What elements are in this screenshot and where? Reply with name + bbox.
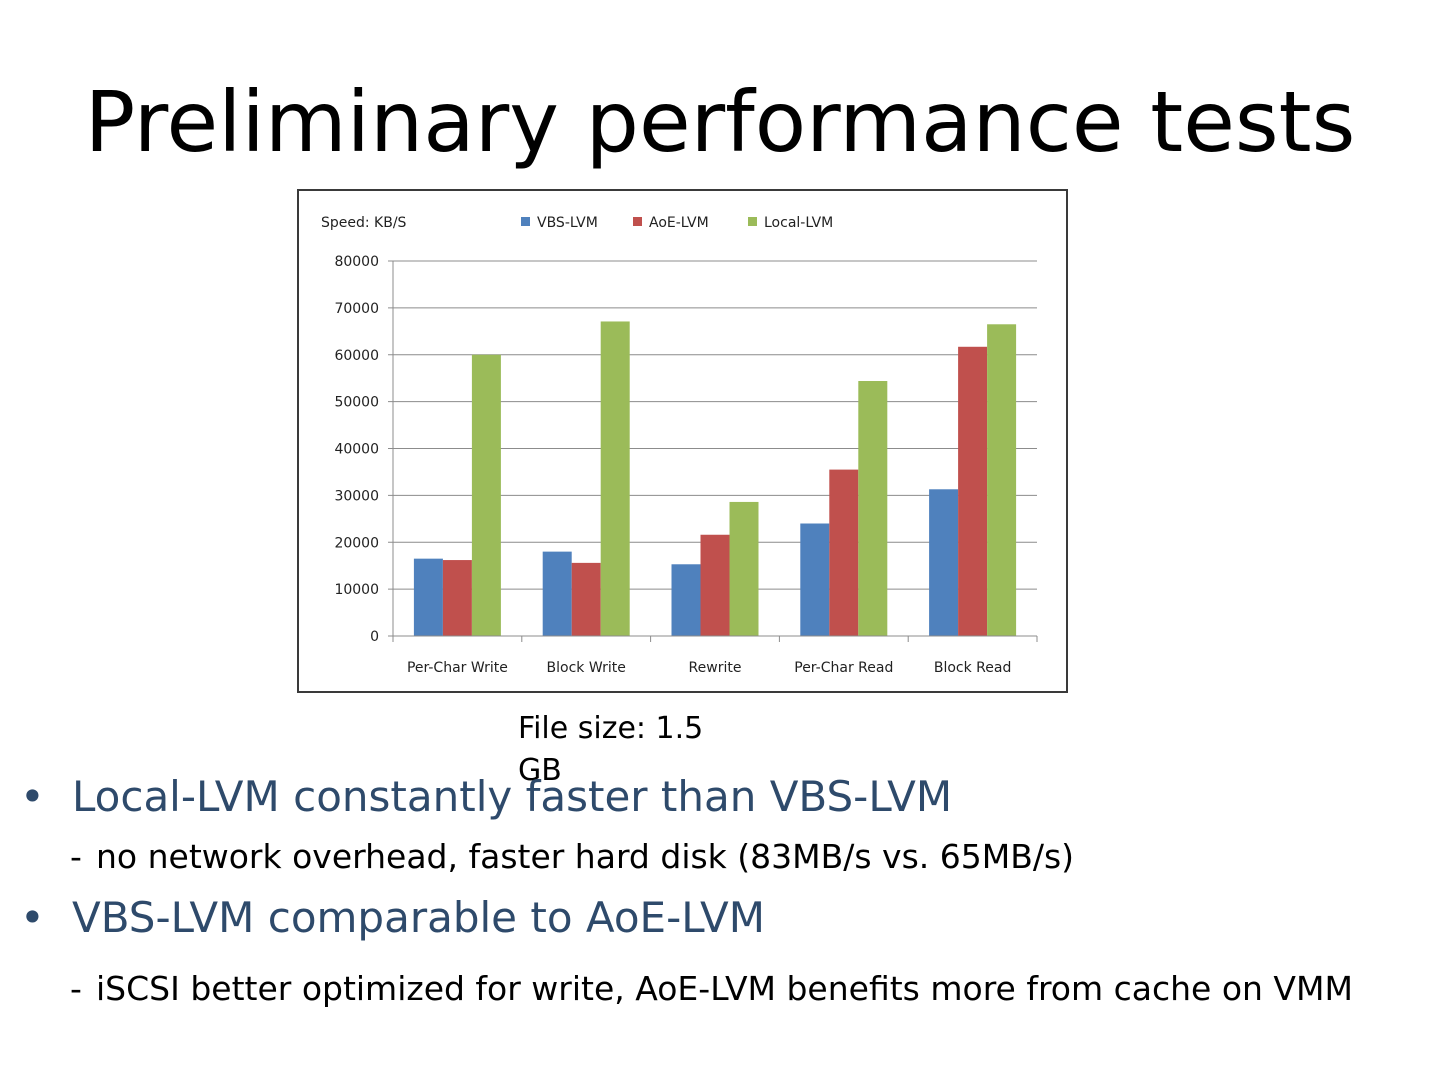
x-tick-label: Block Write: [547, 660, 626, 676]
legend-swatch: [521, 217, 530, 226]
dash-icon: -: [70, 969, 82, 1008]
bar: [542, 551, 572, 636]
bar: [571, 562, 601, 636]
bullet-1-text: Local-LVM constantly faster than VBS-LVM: [72, 772, 953, 821]
bar-chart: 0 10000 20000 30000 40000 50000 60000 70000 8000…: [297, 189, 1068, 693]
sub-bullet-1-text: no network overhead, faster hard disk (8…: [96, 837, 1075, 876]
y-tick-label: 10000: [334, 582, 379, 598]
legend-label: VBS-LVM: [537, 215, 598, 231]
bullet-dot-icon: •: [20, 893, 45, 942]
y-tick-label: 70000: [334, 301, 379, 317]
bar: [958, 346, 988, 636]
bar: [800, 523, 830, 636]
bullet-dot-icon: •: [20, 772, 45, 821]
units-label: Speed: KB/S: [321, 215, 407, 231]
legend-label: Local-LVM: [764, 215, 833, 231]
dash-icon: -: [70, 837, 82, 876]
y-tick-label: 50000: [334, 395, 379, 411]
x-tick-label: Block Read: [934, 660, 1012, 676]
sub-bullet-1: - no network overhead, faster hard disk (…: [70, 835, 1074, 879]
bar: [987, 324, 1017, 636]
x-tick-label: Rewrite: [689, 660, 742, 676]
bar: [829, 469, 859, 636]
bar: [442, 560, 472, 636]
x-tick-label: Per-Char Read: [794, 660, 893, 676]
legend-swatch: [633, 217, 642, 226]
bullet-2: • VBS-LVM comparable to AoE-LVM: [20, 891, 765, 945]
legend-label: AoE-LVM: [649, 215, 709, 231]
bar: [858, 381, 888, 636]
y-tick-label: 0: [370, 629, 379, 645]
x-tick-label: Per-Char Write: [407, 660, 508, 676]
bullet-1: • Local-LVM constantly faster than VBS-LV…: [20, 770, 952, 824]
sub-bullet-2-text: iSCSI better optimized for write, AoE-LV…: [96, 969, 1353, 1008]
bar: [929, 489, 959, 636]
bar: [671, 564, 701, 636]
y-tick-label: 30000: [334, 488, 379, 504]
legend-swatch: [748, 217, 757, 226]
bar: [413, 558, 443, 636]
slide-title: Preliminary performance tests: [84, 73, 1356, 171]
bullet-2-text: VBS-LVM comparable to AoE-LVM: [72, 893, 765, 942]
bar: [729, 501, 759, 636]
y-tick-label: 60000: [334, 348, 379, 364]
y-tick-label: 80000: [334, 254, 379, 270]
bar: [600, 321, 630, 636]
bar: [700, 534, 730, 636]
bar: [471, 354, 501, 636]
chart-canvas: 0 10000 20000 30000 40000 50000 60000 70000 8000…: [321, 215, 1038, 676]
file-size-note: File size: 1.5 GB: [518, 711, 704, 788]
sub-bullet-2: - iSCSI better optimized for write, AoE-L…: [70, 967, 1353, 1011]
y-tick-label: 40000: [334, 442, 379, 458]
y-tick-label: 20000: [334, 535, 379, 551]
